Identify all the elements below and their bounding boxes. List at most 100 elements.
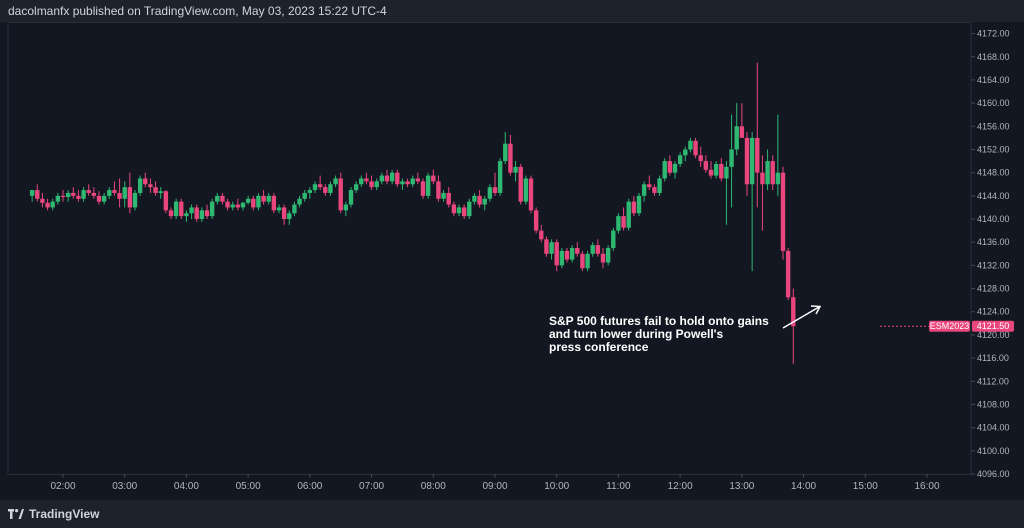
candle[interactable] <box>719 158 724 182</box>
candle[interactable] <box>425 172 431 199</box>
candle[interactable] <box>688 137 693 153</box>
candle[interactable] <box>508 135 513 176</box>
candle[interactable] <box>487 184 493 202</box>
candle[interactable] <box>158 187 163 199</box>
candle[interactable] <box>127 172 133 214</box>
candle[interactable] <box>677 152 683 167</box>
candle[interactable] <box>235 198 241 211</box>
candle[interactable] <box>683 146 688 162</box>
candle[interactable] <box>729 114 734 208</box>
candle[interactable] <box>153 181 158 196</box>
candle[interactable] <box>81 187 86 202</box>
candle[interactable] <box>40 192 45 208</box>
candle[interactable] <box>441 190 446 202</box>
candle[interactable] <box>492 172 498 196</box>
candle[interactable] <box>765 149 770 191</box>
candle[interactable] <box>50 198 55 211</box>
candle[interactable] <box>117 178 122 208</box>
candle[interactable] <box>384 169 390 185</box>
candle[interactable] <box>497 158 503 196</box>
footer-brand[interactable]: TradingView <box>29 507 100 521</box>
candle[interactable] <box>328 181 333 196</box>
candle[interactable] <box>636 192 642 217</box>
candle[interactable] <box>163 190 169 214</box>
candle[interactable] <box>420 178 426 199</box>
candle[interactable] <box>621 207 626 231</box>
candle[interactable] <box>317 175 323 191</box>
candle[interactable] <box>580 250 585 272</box>
candle[interactable] <box>343 201 349 217</box>
candle[interactable] <box>173 198 179 220</box>
candle[interactable] <box>708 161 714 179</box>
candle[interactable] <box>251 195 256 211</box>
candle[interactable] <box>184 210 189 222</box>
candle[interactable] <box>616 213 621 234</box>
candle[interactable] <box>199 207 205 222</box>
candle[interactable] <box>168 207 174 220</box>
candle[interactable] <box>112 181 117 196</box>
candle[interactable] <box>333 175 338 188</box>
candle[interactable] <box>55 192 61 205</box>
candle[interactable] <box>672 161 678 179</box>
candle[interactable] <box>451 201 457 217</box>
candle[interactable] <box>744 132 750 196</box>
candle[interactable] <box>281 204 287 225</box>
candle[interactable] <box>389 169 395 185</box>
candle[interactable] <box>359 175 364 188</box>
y-axis[interactable]: 4096.00 4100.00 4104.00 4108.00 4112.00 4116.… <box>971 29 1010 479</box>
candle[interactable] <box>101 192 107 205</box>
candle[interactable] <box>143 172 148 188</box>
candle[interactable] <box>312 181 318 193</box>
candle[interactable] <box>132 190 138 211</box>
candle[interactable] <box>29 190 35 202</box>
candle[interactable] <box>204 204 210 220</box>
candle[interactable] <box>652 184 657 196</box>
candle[interactable] <box>137 175 143 196</box>
candle[interactable] <box>245 195 251 205</box>
candle[interactable] <box>107 187 112 199</box>
candle[interactable] <box>436 175 441 202</box>
candle[interactable] <box>65 190 71 202</box>
candle[interactable] <box>564 248 570 263</box>
candle[interactable] <box>374 178 379 191</box>
candle[interactable] <box>575 242 580 257</box>
candle[interactable] <box>472 192 477 205</box>
candle[interactable] <box>122 181 127 208</box>
candle[interactable] <box>148 178 153 193</box>
candle[interactable] <box>348 187 354 208</box>
candle[interactable] <box>626 198 631 231</box>
candle[interactable] <box>266 192 271 205</box>
candle[interactable] <box>189 204 194 220</box>
candle[interactable] <box>35 184 40 202</box>
candle[interactable] <box>400 178 405 191</box>
candle[interactable] <box>785 248 791 301</box>
candle[interactable] <box>338 172 343 214</box>
candle[interactable] <box>569 245 575 263</box>
candle[interactable] <box>724 161 729 225</box>
candle[interactable] <box>600 248 606 269</box>
candle[interactable] <box>209 198 215 220</box>
candle[interactable] <box>379 172 385 185</box>
candle[interactable] <box>739 103 745 138</box>
candle[interactable] <box>631 195 637 217</box>
candle[interactable] <box>323 184 328 196</box>
candle[interactable] <box>292 201 297 217</box>
candle[interactable] <box>641 181 647 202</box>
candle[interactable] <box>194 204 199 222</box>
candle[interactable] <box>415 172 421 185</box>
candle[interactable] <box>734 103 739 156</box>
candle[interactable] <box>76 190 81 202</box>
candle[interactable] <box>698 146 703 167</box>
candle[interactable] <box>760 155 765 231</box>
candle[interactable] <box>528 175 534 214</box>
candle[interactable] <box>240 201 246 211</box>
candle[interactable] <box>791 288 796 364</box>
candle[interactable] <box>539 224 544 243</box>
candle[interactable] <box>503 132 508 164</box>
candle[interactable] <box>395 169 400 188</box>
x-axis[interactable]: 02:00 03:00 04:00 05:00 06:00 07:00 08:00 09:00… <box>50 474 940 492</box>
candle[interactable] <box>45 198 50 211</box>
candle[interactable] <box>353 181 359 193</box>
candle[interactable] <box>461 204 467 220</box>
candle[interactable] <box>713 161 719 179</box>
